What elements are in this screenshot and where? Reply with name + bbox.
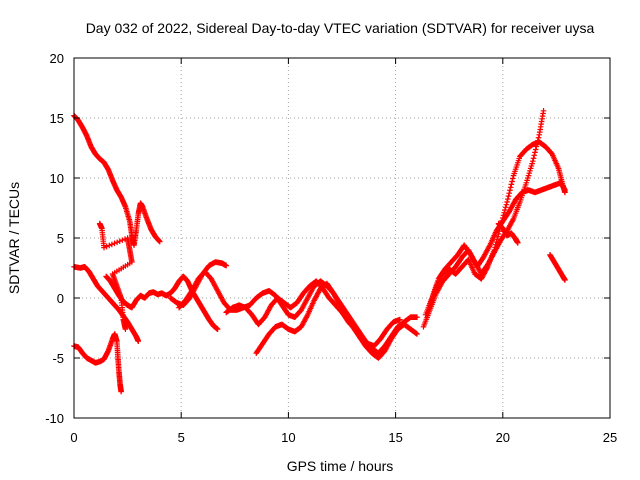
data-point [562,189,568,196]
y-tick-label: -10 [45,411,64,426]
x-tick-label: 10 [281,430,295,445]
series-track-i [420,108,547,330]
y-tick-label: 20 [50,51,64,66]
series-track-k [427,139,568,308]
data-point [509,178,515,185]
data-point [116,238,123,244]
data-point [499,217,505,224]
data-point [103,243,110,250]
data-point [492,241,499,248]
data-point [494,233,501,240]
data-point [500,215,506,221]
data-point [532,149,538,156]
data-point [101,244,107,251]
y-tick-label: 10 [50,171,64,186]
data-point [507,187,513,194]
series-track-m [547,252,568,283]
series-track-a [71,112,163,248]
data-point [562,277,568,283]
axis-ticks [73,57,611,419]
data-point [114,239,120,246]
data-point [501,209,508,216]
data-point [496,228,503,235]
data-point [531,152,538,159]
data-point [122,326,129,332]
x-tick-label: 20 [496,430,510,445]
x-tick-label: 0 [70,430,77,445]
data-point [504,199,510,205]
data-point [109,241,115,248]
series-track-l [495,220,521,246]
data-point [502,204,509,211]
series-track-f [176,268,420,356]
series-track-c [71,331,124,395]
chart-title: Day 032 of 2022, Sidereal Day-to-day VTE… [86,20,595,36]
series-track-d [103,273,221,332]
data-point [119,237,126,243]
x-tick-label: 25 [603,430,617,445]
data-point [505,196,511,202]
series-track-n [96,220,135,332]
series-track-j [422,180,568,318]
data-point [503,201,510,208]
y-tick-labels: -10 -5 0 5 10 15 20 [45,51,64,426]
x-tick-labels: 0 5 10 15 20 25 [70,430,617,445]
y-tick-label: 0 [57,291,64,306]
data-point [491,247,498,253]
data-point [495,231,502,237]
y-tick-label: 15 [50,111,64,126]
data-point [118,388,124,395]
x-axis-label: GPS time / hours [287,458,394,474]
data-point [530,158,536,164]
y-tick-label: -5 [52,351,64,366]
data-point [510,175,516,182]
data-point [530,155,537,162]
data-marks [71,108,568,395]
data-point [508,181,515,188]
data-point [493,239,500,245]
x-tick-label: 15 [388,430,402,445]
data-point [223,262,230,269]
x-tick-label: 5 [178,430,185,445]
y-axis-label: SDTVAR / TECUs [6,182,22,294]
data-point [515,240,521,246]
data-point [397,316,403,323]
grid [74,58,610,418]
data-point [414,314,420,320]
y-tick-label: 5 [57,231,64,246]
data-point [111,240,118,247]
data-point [414,331,420,337]
data-point [540,108,547,114]
data-point [156,238,163,245]
data-point [505,193,512,199]
data-point [135,338,142,344]
data-point [506,190,513,196]
data-point [106,242,113,249]
data-point [500,212,507,219]
data-point [502,207,508,213]
data-point [507,184,514,191]
series-track-h [253,280,420,361]
data-point [532,146,539,153]
data-point [492,244,498,251]
data-point [214,326,221,332]
data-point [494,236,500,243]
